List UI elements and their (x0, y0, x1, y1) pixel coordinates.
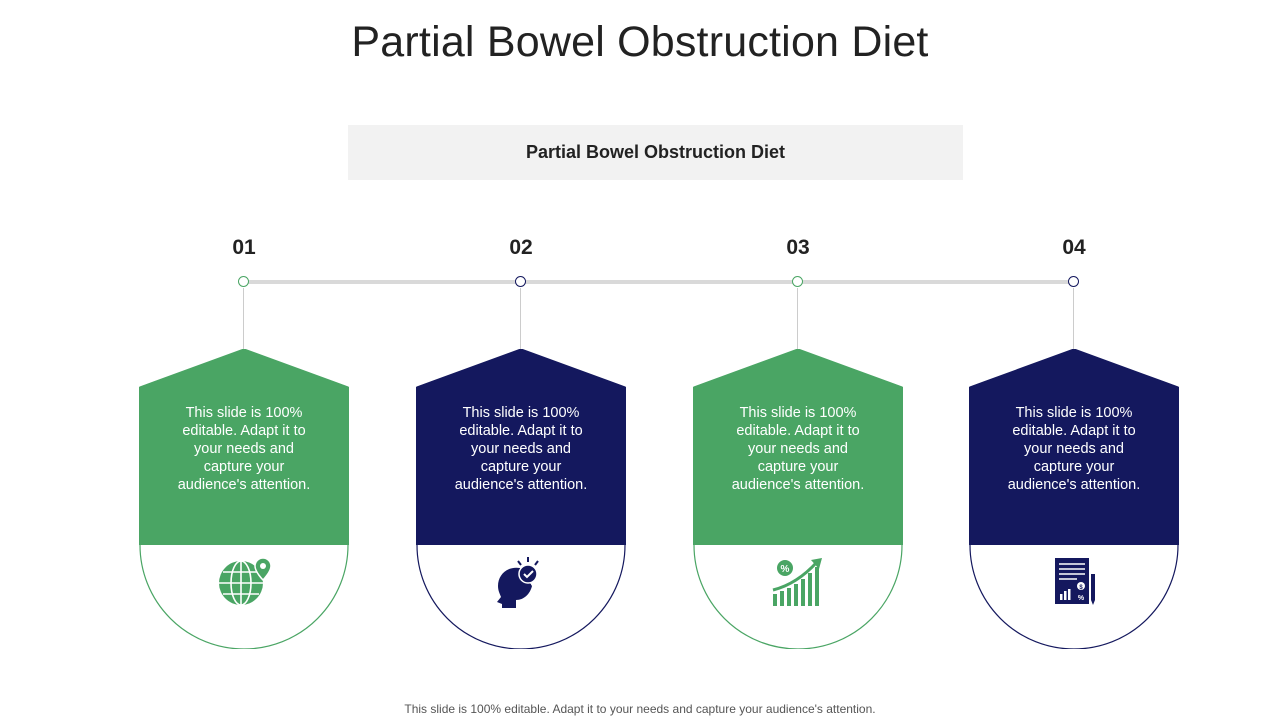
step-card-shape (416, 349, 626, 649)
subtitle-box: Partial Bowel Obstruction Diet (348, 125, 963, 180)
page-title: Partial Bowel Obstruction Diet (351, 18, 929, 66)
step-number: 02 (509, 236, 533, 259)
connector-line (1073, 288, 1074, 350)
financial-report-icon: $ % (1055, 558, 1095, 605)
timeline-dot (1068, 276, 1079, 287)
svg-text:%: % (781, 564, 790, 575)
head-lightbulb-icon (497, 557, 539, 608)
step-1: 01 This slide is 100% editable. Adapt it… (139, 236, 349, 656)
step-description: This slide is 100% editable. Adapt it to… (1007, 405, 1141, 493)
step-number: 03 (786, 236, 810, 259)
svg-text:%: % (1078, 595, 1085, 602)
step-card-shape (139, 349, 349, 649)
connector-line (243, 288, 244, 350)
step-4: 04 This slide is 100% editable. Adapt it… (969, 236, 1179, 656)
timeline-dot (515, 276, 526, 287)
timeline-line (243, 280, 1073, 284)
step-card-shape (693, 349, 903, 649)
step-description: This slide is 100% editable. Adapt it to… (454, 405, 588, 493)
step-card-shape (969, 349, 1179, 649)
step-3: 03 This slide is 100% editable. Adapt it… (693, 236, 903, 656)
globe-location-icon (219, 557, 272, 606)
step-2: 02 This slide is 100% editable. Adapt it… (416, 236, 626, 656)
step-description: This slide is 100% editable. Adapt it to… (731, 405, 865, 493)
subtitle-text: Partial Bowel Obstruction Diet (525, 142, 786, 162)
connector-line (797, 288, 798, 350)
footer-note: This slide is 100% editable. Adapt it to… (404, 702, 876, 716)
svg-text:$: $ (1079, 585, 1083, 591)
step-number: 04 (1062, 236, 1086, 259)
growth-chart-percent-icon: % (772, 558, 822, 606)
step-description: This slide is 100% editable. Adapt it to… (177, 405, 311, 493)
step-number: 01 (232, 236, 256, 259)
timeline-dot (792, 276, 803, 287)
timeline-dot (238, 276, 249, 287)
connector-line (520, 288, 521, 350)
